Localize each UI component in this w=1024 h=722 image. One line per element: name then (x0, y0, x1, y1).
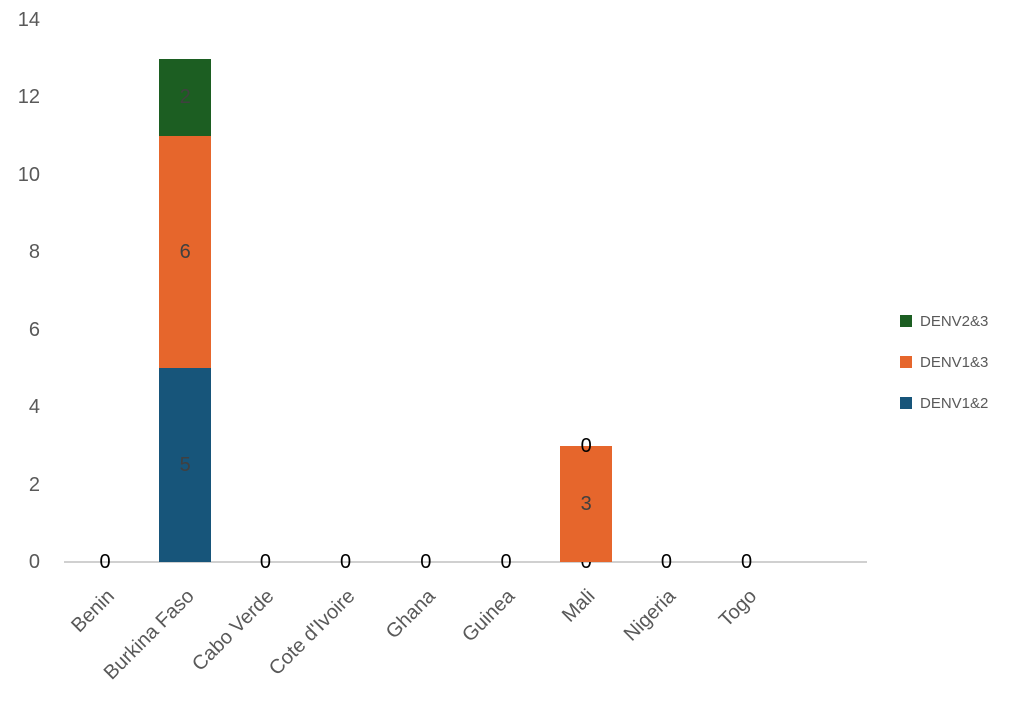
y-tick-label: 10 (17, 163, 40, 186)
legend-swatch-icon (900, 397, 912, 409)
y-tick-label: 12 (17, 86, 40, 109)
legend-item: DENV1&2 (900, 392, 988, 414)
y-tick-label: 14 (17, 9, 40, 31)
data-label: 0 (580, 551, 592, 573)
legend-label: DENV1&2 (920, 394, 989, 412)
x-axis-line (64, 561, 867, 563)
bar-segment: 3 (560, 445, 613, 562)
data-label: 3 (580, 492, 592, 515)
legend-swatch-icon (900, 315, 912, 327)
legend-swatch-icon (900, 356, 912, 368)
x-tick-label: Togo (714, 585, 761, 632)
legend-label: DENV1&3 (920, 353, 989, 371)
y-tick-label: 8 (28, 241, 40, 264)
bar-segment: 2 (159, 58, 212, 137)
bar-segment: 6 (159, 136, 212, 369)
bar-segment: 5 (159, 368, 212, 562)
data-label: 0 (741, 551, 753, 573)
data-label: 0 (500, 551, 512, 573)
legend-item: DENV1&3 (900, 351, 988, 373)
x-tick-label: Mali (558, 585, 600, 627)
data-label: 0 (660, 551, 672, 573)
data-label: 6 (179, 241, 191, 264)
data-label: 2 (179, 86, 191, 109)
x-tick-label: Guinea (458, 585, 520, 647)
data-label: 0 (580, 434, 592, 457)
data-label: 0 (259, 551, 271, 573)
y-tick-label: 2 (28, 473, 40, 496)
y-tick-label: 4 (28, 396, 40, 419)
x-tick-label: Benin (67, 585, 119, 637)
data-label: 0 (340, 551, 352, 573)
data-label: 5 (179, 454, 191, 477)
data-label: 0 (420, 551, 432, 573)
x-tick-label: Nigeria (620, 585, 681, 646)
data-label: 0 (99, 551, 111, 573)
legend: DENV2&3 DENV1&3 DENV1&2 (900, 310, 988, 433)
legend-item: DENV2&3 (900, 310, 988, 332)
x-tick-label: Cote d'Ivoire (264, 585, 360, 680)
x-tick-label: Ghana (381, 585, 440, 644)
legend-label: DENV2&3 (920, 312, 989, 330)
y-tick-label: 0 (28, 551, 40, 573)
y-tick-label: 6 (28, 318, 40, 341)
